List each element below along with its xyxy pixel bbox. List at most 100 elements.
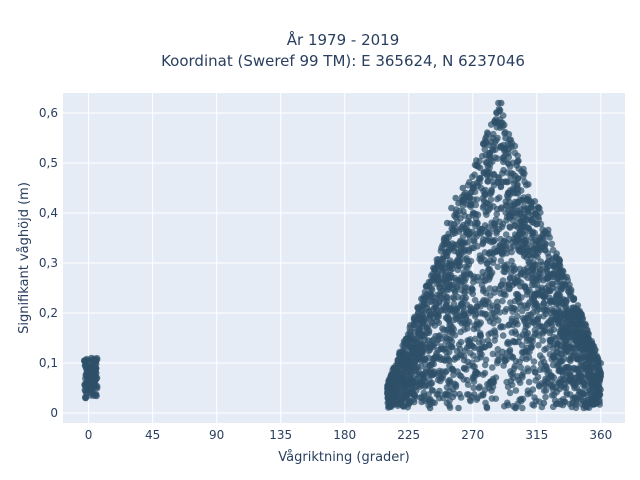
x-tick-label: 90 [209, 428, 224, 442]
data-point [547, 309, 555, 317]
data-point [466, 270, 474, 277]
data-point [474, 355, 481, 363]
data-point [572, 374, 579, 382]
data-point [486, 234, 493, 242]
data-point [534, 289, 542, 297]
data-point [580, 390, 588, 398]
data-point [473, 368, 480, 376]
data-point [583, 399, 590, 407]
data-point [446, 397, 453, 405]
data-point [501, 308, 509, 315]
data-point [93, 384, 101, 392]
data-point [468, 307, 476, 315]
data-point [517, 283, 524, 290]
data-point [508, 209, 515, 216]
data-point [570, 304, 577, 311]
data-point [412, 367, 419, 375]
data-point [455, 404, 462, 412]
data-point [541, 326, 549, 333]
data-point [456, 207, 464, 215]
data-point [473, 196, 481, 203]
data-point [560, 311, 567, 319]
data-point [460, 240, 467, 247]
data-point [470, 391, 478, 398]
data-point [506, 321, 513, 328]
data-point [548, 240, 556, 248]
data-point [544, 275, 551, 283]
data-point [512, 387, 520, 394]
data-point [480, 140, 487, 148]
data-point [597, 369, 605, 377]
data-point [489, 364, 496, 371]
data-point [454, 277, 462, 284]
y-tick-label: 0,3 [39, 256, 58, 270]
data-point [456, 262, 464, 270]
data-point [525, 378, 533, 386]
data-point [481, 222, 489, 229]
data-point [477, 331, 484, 339]
data-point [89, 359, 97, 367]
data-point [498, 204, 505, 211]
data-point [488, 395, 496, 402]
data-point [588, 400, 595, 407]
data-point [512, 279, 519, 286]
data-point [489, 379, 497, 387]
data-point [554, 307, 562, 314]
data-point [474, 325, 481, 332]
data-point [485, 266, 492, 273]
data-point [557, 330, 564, 338]
data-point [499, 220, 507, 228]
x-axis-ticks: 0 45 90 135 180 225 270 315 360 [85, 428, 612, 442]
data-point [466, 194, 474, 202]
data-point [516, 248, 524, 255]
data-point [519, 229, 526, 237]
data-point [526, 389, 534, 397]
data-point [446, 272, 453, 279]
data-point [433, 259, 441, 267]
data-point [444, 298, 451, 305]
data-point [564, 307, 571, 315]
data-point [492, 332, 499, 340]
data-point [505, 285, 513, 293]
data-point [453, 306, 461, 314]
data-point [515, 338, 522, 346]
data-point [548, 355, 556, 363]
data-point [83, 357, 90, 364]
data-point [558, 268, 565, 276]
data-point [511, 200, 519, 208]
data-point [385, 399, 393, 406]
data-point [499, 332, 507, 339]
data-point [574, 314, 581, 321]
data-point [466, 246, 473, 253]
data-point [510, 189, 518, 197]
data-point [537, 258, 545, 266]
data-point [421, 332, 428, 340]
data-point [466, 178, 473, 186]
data-point [86, 364, 94, 372]
data-point [499, 119, 506, 127]
data-point [511, 319, 519, 326]
data-point [569, 348, 577, 356]
data-point [512, 404, 519, 412]
data-point [82, 394, 90, 402]
data-point [384, 384, 391, 392]
data-point [492, 119, 499, 127]
data-point [471, 220, 479, 227]
data-point [511, 142, 519, 150]
data-point [463, 344, 471, 352]
data-point [580, 381, 587, 389]
data-point [543, 363, 550, 371]
y-axis-title: Signifikant våghöjd (m) [17, 182, 32, 334]
y-tick-label: 0,2 [39, 306, 58, 320]
data-point [482, 186, 489, 194]
data-point [401, 342, 408, 350]
data-point [483, 404, 491, 412]
data-point [501, 402, 508, 410]
data-point [433, 291, 441, 299]
data-point [396, 351, 404, 359]
data-point [91, 379, 98, 387]
data-point [481, 361, 489, 369]
data-point [493, 307, 501, 315]
data-point [542, 378, 549, 385]
data-point [500, 288, 508, 295]
